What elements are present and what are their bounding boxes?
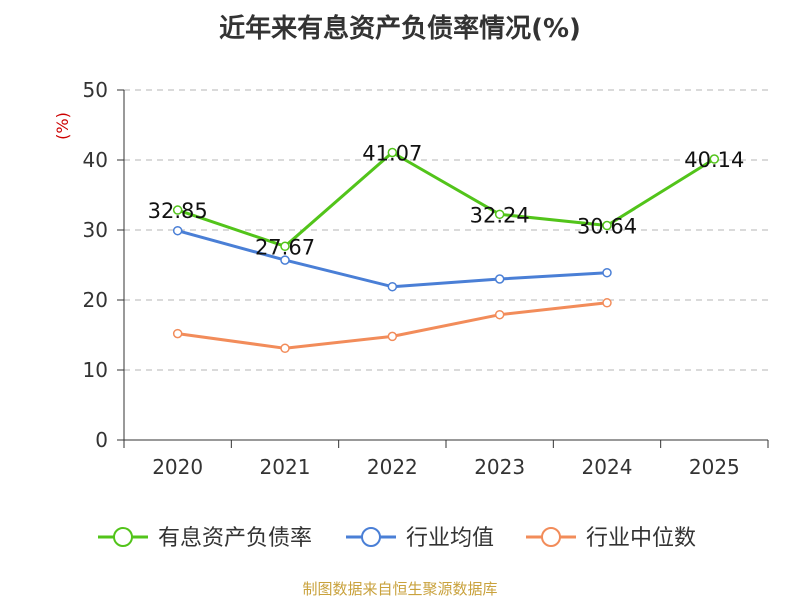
data-label: 41.07 bbox=[362, 142, 422, 166]
chart-title: 近年来有息资产负债率情况(%) bbox=[219, 14, 581, 44]
x-tick-label: 2024 bbox=[582, 455, 633, 479]
legend-label: 行业中位数 bbox=[586, 526, 696, 551]
y-tick-label: 50 bbox=[83, 78, 108, 102]
data-label: 40.14 bbox=[684, 148, 744, 172]
legend: 有息资产负债率 行业均值 行业中位数 bbox=[98, 526, 696, 551]
grid-layer bbox=[124, 89, 768, 371]
data-point bbox=[494, 274, 505, 284]
data-point bbox=[602, 298, 612, 308]
data-label: 27.67 bbox=[255, 235, 315, 259]
x-tick-label: 2020 bbox=[152, 455, 203, 479]
data-point bbox=[709, 154, 720, 164]
data-point bbox=[602, 220, 612, 231]
data-point bbox=[280, 255, 290, 265]
series-line bbox=[177, 151, 716, 248]
data-point bbox=[172, 328, 183, 339]
series-line bbox=[177, 229, 608, 289]
data-point bbox=[494, 209, 505, 220]
data-point bbox=[387, 281, 398, 292]
data-point bbox=[387, 331, 398, 342]
legend-label: 有息资产负债率 bbox=[158, 526, 312, 551]
y-tick-label: 0 bbox=[95, 428, 108, 452]
legend-swatch-marker bbox=[113, 527, 133, 547]
data-label: 30.64 bbox=[577, 215, 637, 239]
data-point bbox=[172, 205, 183, 215]
data-point bbox=[494, 309, 505, 320]
data-point bbox=[280, 343, 290, 354]
legend-item: 行业均值 bbox=[346, 526, 494, 551]
axis-layer: 0 10 20 30 40 50 2020 2021 2022 2023 2024 2025 bbox=[83, 78, 769, 479]
x-tick-label: 2025 bbox=[689, 455, 740, 479]
data-label: 32.85 bbox=[148, 199, 208, 223]
y-axis-unit-label: (%) bbox=[53, 112, 72, 140]
legend-swatch-marker bbox=[361, 527, 381, 547]
x-tick-label: 2023 bbox=[474, 455, 525, 479]
data-point bbox=[172, 225, 183, 236]
data-point bbox=[280, 241, 290, 252]
legend-label: 行业均值 bbox=[406, 526, 494, 551]
series-layer bbox=[172, 147, 720, 354]
legend-swatch-marker bbox=[541, 527, 561, 547]
y-tick-label: 10 bbox=[83, 358, 108, 382]
data-point bbox=[387, 147, 398, 158]
series-line bbox=[177, 301, 608, 350]
data-label-layer: 32.85 27.67 41.07 32.24 30.64 40.14 bbox=[148, 142, 745, 260]
legend-item: 行业中位数 bbox=[526, 526, 696, 551]
y-tick-label: 40 bbox=[83, 148, 108, 172]
x-tick-label: 2022 bbox=[367, 455, 418, 479]
y-tick-label: 30 bbox=[83, 218, 108, 242]
legend-item: 有息资产负债率 bbox=[98, 526, 312, 551]
y-tick-label: 20 bbox=[83, 288, 108, 312]
x-tick-label: 2021 bbox=[260, 455, 311, 479]
source-note: 制图数据来自恒生聚源数据库 bbox=[302, 580, 498, 598]
data-point bbox=[602, 267, 612, 278]
data-label: 32.24 bbox=[470, 203, 530, 227]
